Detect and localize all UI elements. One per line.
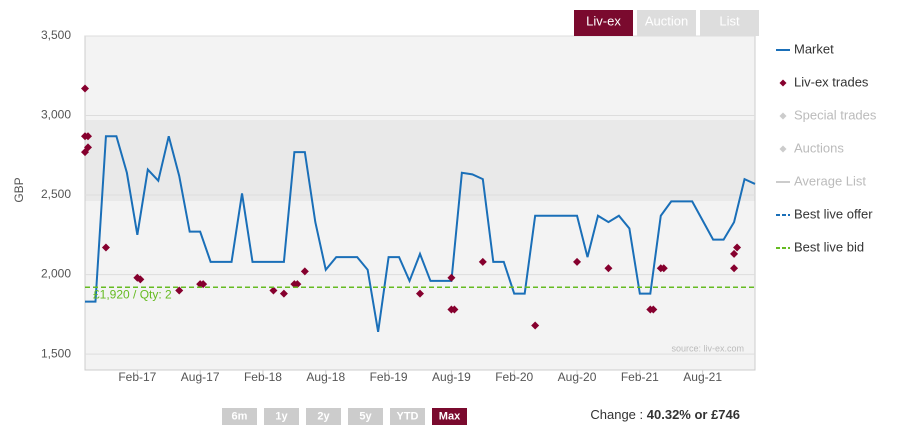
x-tick-label: Feb-20 <box>495 370 533 384</box>
trade-point <box>447 273 456 282</box>
trade-point <box>81 84 89 93</box>
legend-label[interactable]: Best live bid <box>794 239 864 254</box>
trade-point <box>199 280 208 289</box>
x-tick-label: Aug-20 <box>558 370 597 384</box>
trade-point <box>81 132 89 141</box>
market-line <box>85 135 756 332</box>
trade-point <box>416 289 424 298</box>
range-button[interactable] <box>264 408 299 425</box>
y-axis-label: GBP <box>12 177 26 202</box>
trade-point <box>279 289 288 298</box>
source-note: source: liv-ex.com <box>671 343 744 353</box>
range-button[interactable] <box>390 408 425 425</box>
trade-point <box>649 305 658 314</box>
bid-label: £1,920 / Qty: 2 <box>93 287 172 301</box>
tab-label[interactable]: Auction <box>645 13 688 28</box>
range-label[interactable]: 1y <box>275 410 288 422</box>
range-button[interactable] <box>306 408 341 425</box>
x-tick-label: Aug-19 <box>432 370 471 384</box>
trade-point <box>81 148 89 157</box>
legend-label[interactable]: Average List <box>794 173 866 188</box>
range-label[interactable]: 2y <box>317 410 330 422</box>
tab-label[interactable]: Liv-ex <box>586 13 621 28</box>
trade-point <box>604 264 613 273</box>
trade-point <box>293 280 302 289</box>
legend-symbol <box>779 145 787 153</box>
trade-point <box>269 286 278 295</box>
x-tick-label: Feb-17 <box>118 370 156 384</box>
plot-background <box>85 36 755 370</box>
trade-point <box>101 243 110 252</box>
y-tick-label: 3,000 <box>41 108 71 122</box>
trade-point <box>175 286 184 295</box>
legend-label[interactable]: Best live offer <box>794 206 873 221</box>
trade-point <box>136 275 145 284</box>
legend-label[interactable]: Auctions <box>794 140 844 155</box>
tab-button[interactable] <box>637 10 696 36</box>
y-tick-label: 2,000 <box>41 267 71 281</box>
range-label[interactable]: 6m <box>232 410 248 422</box>
tab-button[interactable] <box>700 10 759 36</box>
y-tick-label: 2,500 <box>41 187 71 201</box>
trade-point <box>659 264 668 273</box>
trade-point <box>531 321 540 330</box>
x-tick-label: Aug-21 <box>683 370 722 384</box>
range-button[interactable] <box>432 408 467 425</box>
range-label[interactable]: YTD <box>397 410 419 422</box>
x-tick-label: Aug-17 <box>181 370 220 384</box>
legend-label[interactable]: Special trades <box>794 107 877 122</box>
change-prefix: Change : <box>590 407 643 422</box>
legend-label[interactable]: Market <box>794 41 834 56</box>
trade-point <box>573 257 582 266</box>
change-label: Change : 40.32% or £746 <box>590 407 740 422</box>
x-tick-label: Feb-21 <box>621 370 659 384</box>
x-tick-label: Feb-18 <box>244 370 282 384</box>
plot-band <box>85 120 755 201</box>
legend-label[interactable]: Liv-ex trades <box>794 74 869 89</box>
trade-point <box>300 267 309 276</box>
tab-button[interactable] <box>574 10 633 36</box>
x-tick-label: Feb-19 <box>370 370 408 384</box>
tab-label[interactable]: List <box>719 13 740 28</box>
y-tick-label: 1,500 <box>41 346 71 360</box>
range-button[interactable] <box>222 408 257 425</box>
range-button[interactable] <box>348 408 383 425</box>
range-label[interactable]: 5y <box>359 410 372 422</box>
trade-point <box>730 249 739 258</box>
y-tick-label: 3,500 <box>41 28 71 42</box>
range-label[interactable]: Max <box>439 410 461 422</box>
change-value: 40.32% or £746 <box>647 407 740 422</box>
legend-symbol <box>779 79 787 87</box>
trade-point <box>730 264 739 273</box>
trade-point <box>733 243 742 252</box>
trade-point <box>450 305 459 314</box>
trade-point <box>478 257 487 266</box>
x-tick-label: Aug-18 <box>306 370 345 384</box>
legend-symbol <box>779 112 787 120</box>
